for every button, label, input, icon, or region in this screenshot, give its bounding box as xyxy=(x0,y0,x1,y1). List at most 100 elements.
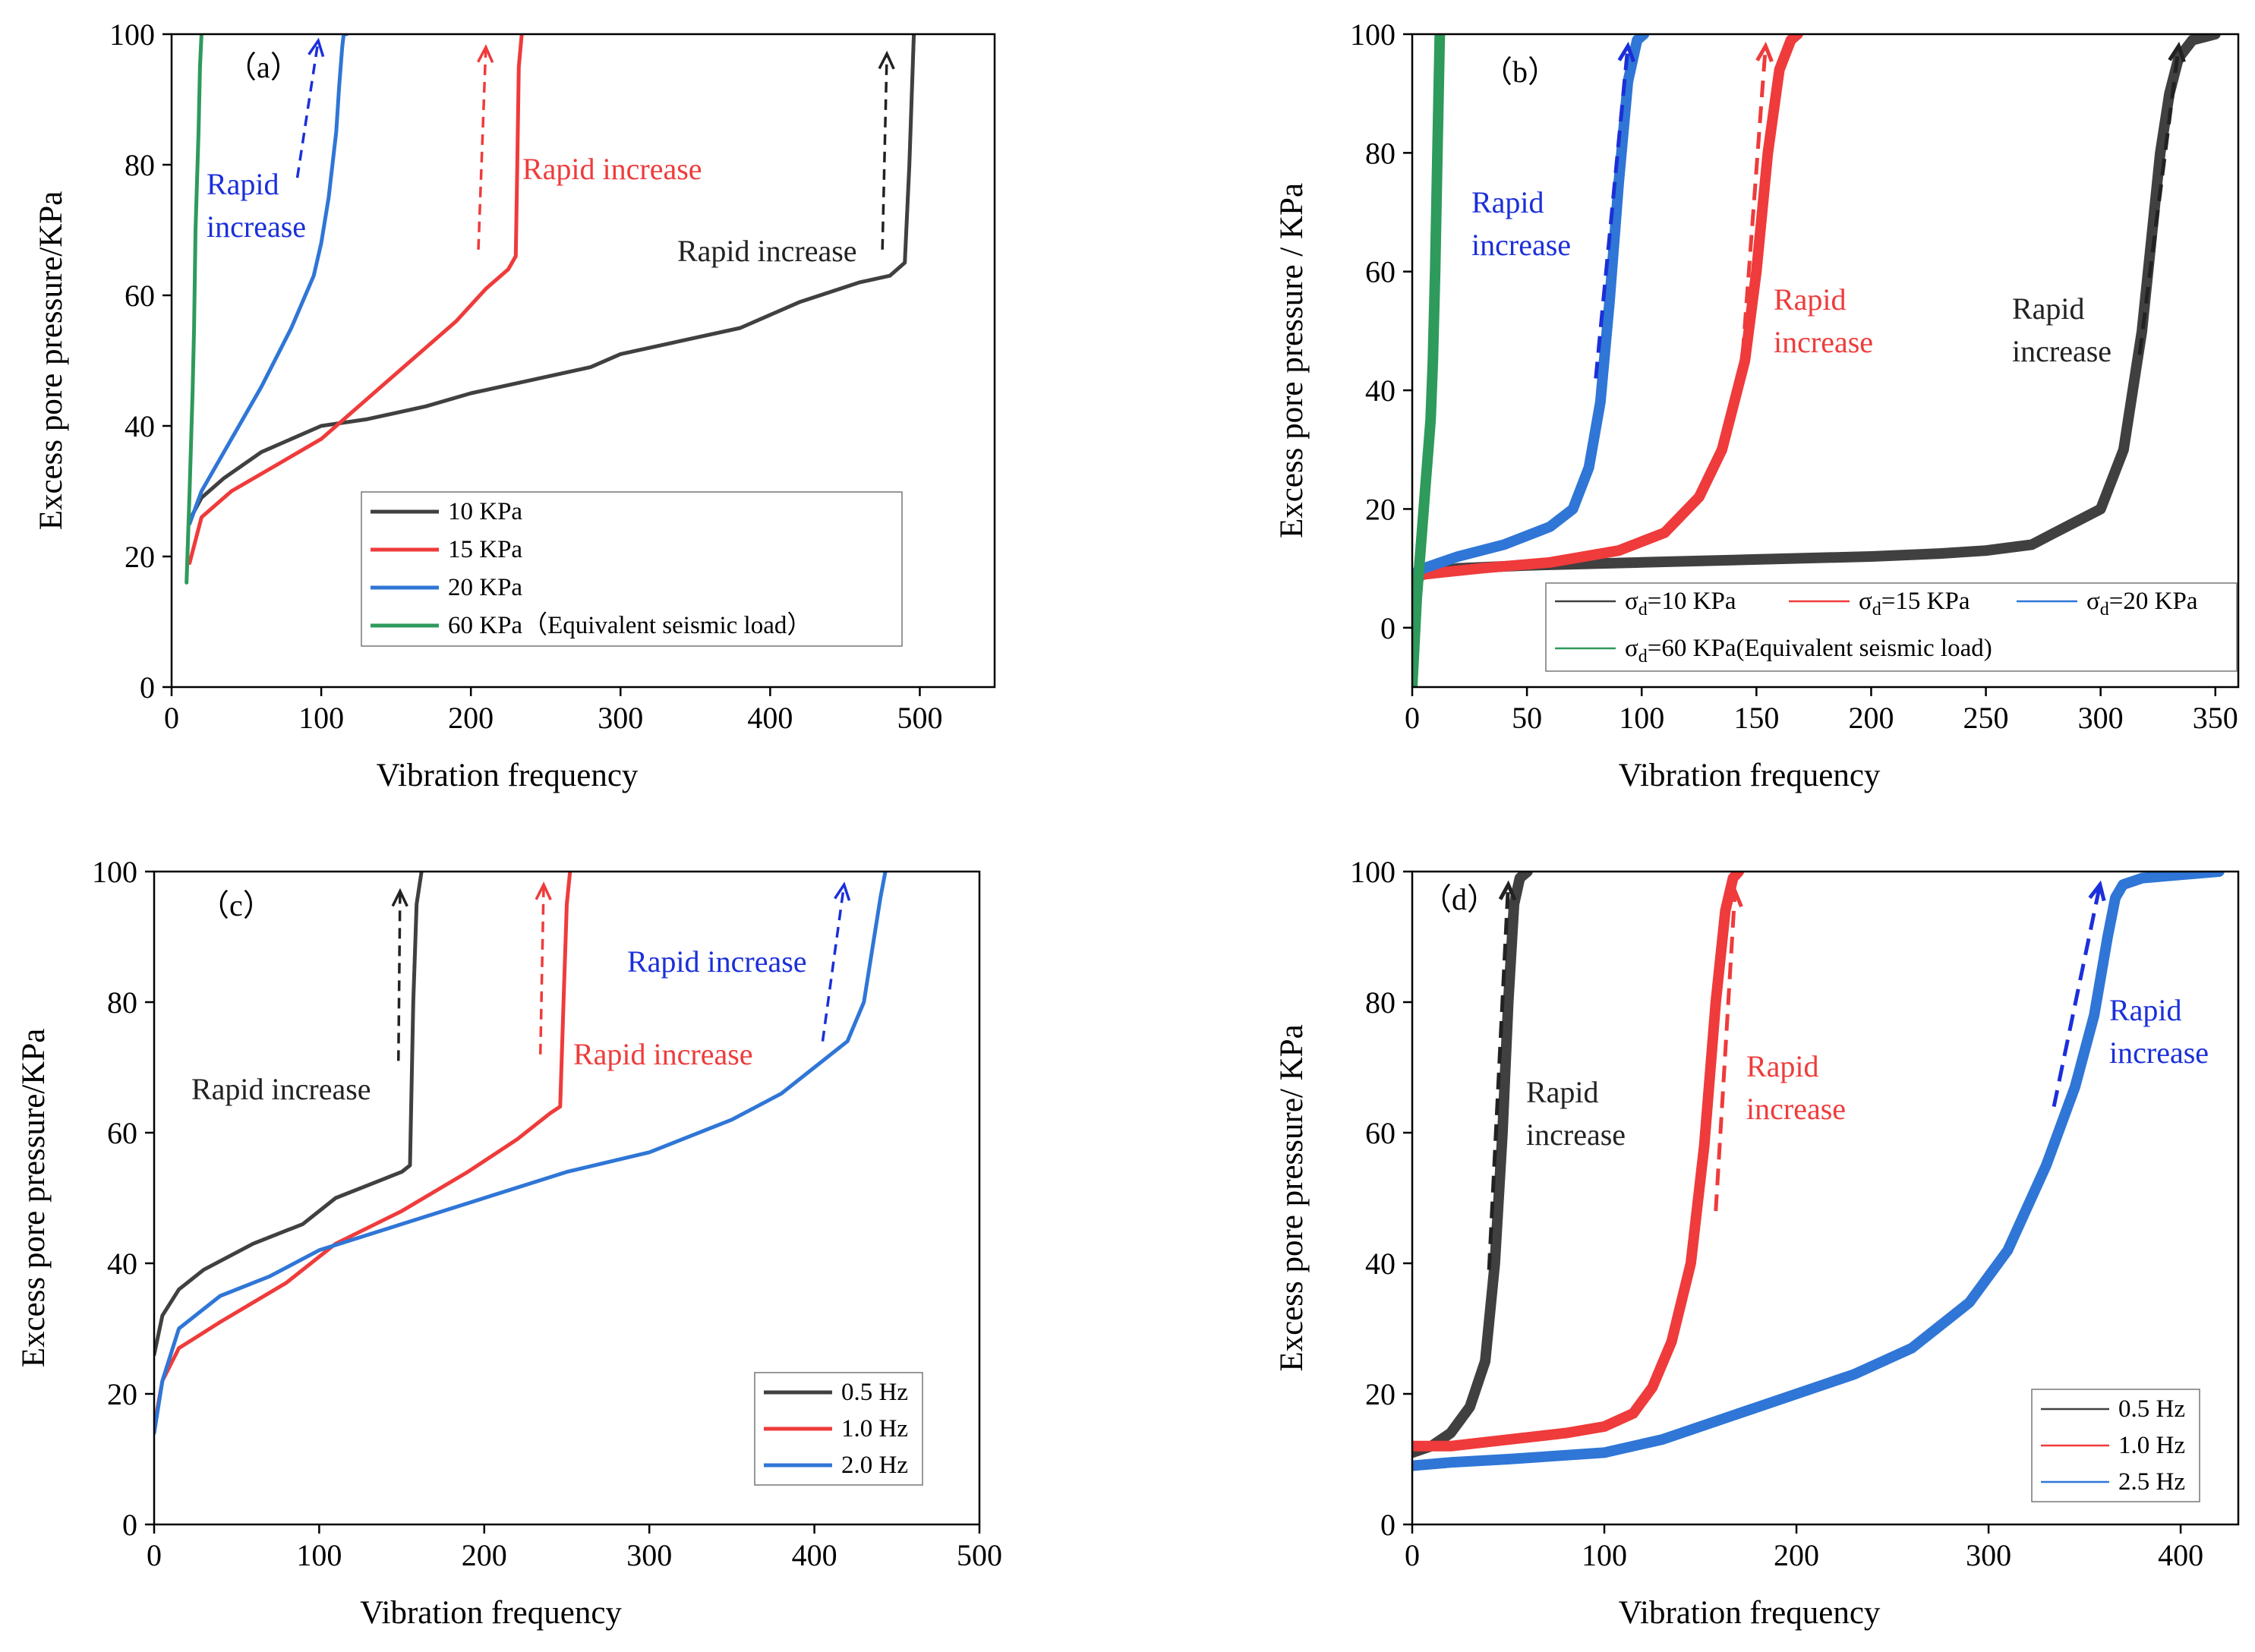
legend-box xyxy=(1545,582,2238,672)
x-tick-label: 150 xyxy=(1733,701,1779,735)
x-tick-label: 350 xyxy=(2193,701,2238,735)
chart-panel-b: 0 50 100 150 200 250 300 350 0 20 40 60 80 100 Vibrati… xyxy=(1274,17,2240,793)
annotation-arrow xyxy=(397,891,402,1061)
x-axis-label: Vibration frequency xyxy=(360,1595,622,1631)
legend: σd=10 KPa σd=15 KPa σd=20 KPa σd=60 KPa(Equ… xyxy=(1545,582,2238,672)
x-tick-label: 50 xyxy=(1512,701,1542,735)
x-tick-label: 100 xyxy=(1582,1538,1627,1572)
plot-frame xyxy=(1411,33,2240,689)
legend: 0.5 Hz 1.0 Hz 2.0 Hz xyxy=(754,1372,923,1486)
legend-label: σd=15 KPa xyxy=(1859,588,1970,620)
annotation-label: Rapid increase xyxy=(1471,185,1571,262)
x-tick-label: 400 xyxy=(747,701,793,735)
series-line-0 xyxy=(1412,872,1533,1458)
x-tick-label: 0 xyxy=(1405,701,1420,735)
x-tick-label: 0 xyxy=(1405,1538,1420,1572)
annotation-arrowhead xyxy=(1617,41,1636,63)
annotation-arrowhead xyxy=(2168,41,2186,63)
y-tick-label: 100 xyxy=(1350,17,1396,52)
annotation-label: Rapid increase xyxy=(1774,282,1873,359)
legend-label: σd=10 KPa xyxy=(1625,588,1736,620)
panel-label: （d） xyxy=(1421,882,1497,916)
y-tick-label: 60 xyxy=(1365,255,1396,289)
x-tick-label: 200 xyxy=(1848,701,1894,735)
y-axis-label: Excess pore pressure/KPa xyxy=(16,1029,52,1368)
x-axis-label: Vibration frequency xyxy=(1619,1595,1881,1631)
annotation-arrowhead xyxy=(2088,880,2106,902)
series-group xyxy=(1412,872,2225,1471)
annotation-arrowhead xyxy=(391,887,408,907)
x-tick-label: 0 xyxy=(147,1538,162,1572)
legend-label: 2.5 Hz xyxy=(2118,1468,2185,1496)
y-tick-label: 100 xyxy=(1350,855,1396,889)
legend: 0.5 Hz 1.0 Hz 2.5 Hz xyxy=(2031,1389,2200,1502)
panel-label: （a） xyxy=(226,50,301,84)
x-axis-label: Vibration frequency xyxy=(377,758,639,793)
series-line-2 xyxy=(1412,34,1650,580)
y-tick-label: 60 xyxy=(1365,1116,1396,1150)
panel-label: （c） xyxy=(199,888,273,922)
y-tick-label: 80 xyxy=(1365,136,1396,170)
annotation-label: Rapid increase xyxy=(627,944,807,979)
annotation-arrow xyxy=(1714,891,1737,1212)
panel-label: （b） xyxy=(1482,55,1558,89)
annotation-arrow xyxy=(2052,884,2102,1108)
series-line-0 xyxy=(154,872,424,1357)
annotation-label: Rapid increase xyxy=(522,152,702,186)
legend-label: 1.0 Hz xyxy=(2118,1432,2185,1459)
annotation-arrow xyxy=(1594,46,1630,379)
x-tick-label: 300 xyxy=(2078,701,2124,735)
y-tick-label: 100 xyxy=(109,17,155,52)
annotation-arrow xyxy=(538,884,545,1055)
legend-label: 10 KPa xyxy=(448,498,522,525)
annotation-arrow xyxy=(1487,884,1511,1270)
annotation-arrowhead xyxy=(535,881,552,900)
y-tick-label: 80 xyxy=(125,148,155,182)
annotation-arrow xyxy=(881,53,888,250)
annotation-label: Rapid increase xyxy=(2012,292,2112,368)
y-tick-label: 40 xyxy=(125,409,155,443)
series-group xyxy=(184,34,916,585)
x-tick-label: 100 xyxy=(298,701,344,735)
x-tick-label: 200 xyxy=(462,1538,507,1572)
series-line-3 xyxy=(184,34,203,585)
legend-label: 60 KPa（Equivalent seismic load） xyxy=(448,612,812,639)
plot-frame xyxy=(153,870,981,1526)
x-tick-label: 300 xyxy=(1966,1538,2011,1572)
y-tick-label: 40 xyxy=(107,1247,137,1281)
legend-label: 1.0 Hz xyxy=(841,1415,908,1442)
series-line-1 xyxy=(188,34,524,566)
x-tick-label: 300 xyxy=(626,1538,672,1572)
y-axis-label: Excess pore pressure / KPa xyxy=(1274,183,1310,538)
x-tick-label: 400 xyxy=(792,1538,837,1572)
y-tick-label: 60 xyxy=(125,279,155,313)
x-tick-label: 250 xyxy=(1963,701,2009,735)
legend-label: 2.0 Hz xyxy=(841,1452,908,1479)
chart-panel-c: 0 100 200 300 400 500 0 20 40 60 80 100 Vibration fr… xyxy=(16,855,1002,1631)
legend-label: 0.5 Hz xyxy=(841,1379,908,1406)
series-line-3 xyxy=(1412,34,1446,687)
annotation-label: Rapid increase xyxy=(677,234,857,268)
annotation-arrowhead xyxy=(1725,887,1743,908)
series-line-1 xyxy=(154,872,572,1429)
x-tick-label: 500 xyxy=(897,701,942,735)
legend-label: 15 KPa xyxy=(448,536,522,563)
annotation-arrowhead xyxy=(878,50,895,70)
legend: 10 KPa 15 KPa 20 KPa 60 KPa（Equivalent seis… xyxy=(361,491,903,647)
chart-panel-a: 0 100 200 300 400 500 0 20 40 60 80 100 Vibration fr… xyxy=(33,17,996,793)
y-tick-label: 80 xyxy=(1365,985,1396,1020)
legend-box xyxy=(361,491,903,647)
plot-frame xyxy=(170,33,996,689)
y-tick-label: 20 xyxy=(1365,492,1396,526)
annotation-arrowhead xyxy=(834,881,851,901)
series-line-2 xyxy=(154,872,888,1436)
series-line-2 xyxy=(1412,872,2225,1471)
y-tick-label: 0 xyxy=(1380,1508,1396,1542)
x-tick-label: 200 xyxy=(448,701,494,735)
x-tick-label: 300 xyxy=(598,701,643,735)
series-line-0 xyxy=(189,34,916,519)
series-line-2 xyxy=(188,34,349,526)
chart-panel-d: 0 100 200 300 400 0 20 40 60 80 100 Vibration frequ… xyxy=(1274,855,2240,1631)
annotation-arrowhead xyxy=(477,44,494,64)
y-tick-label: 20 xyxy=(125,540,155,574)
